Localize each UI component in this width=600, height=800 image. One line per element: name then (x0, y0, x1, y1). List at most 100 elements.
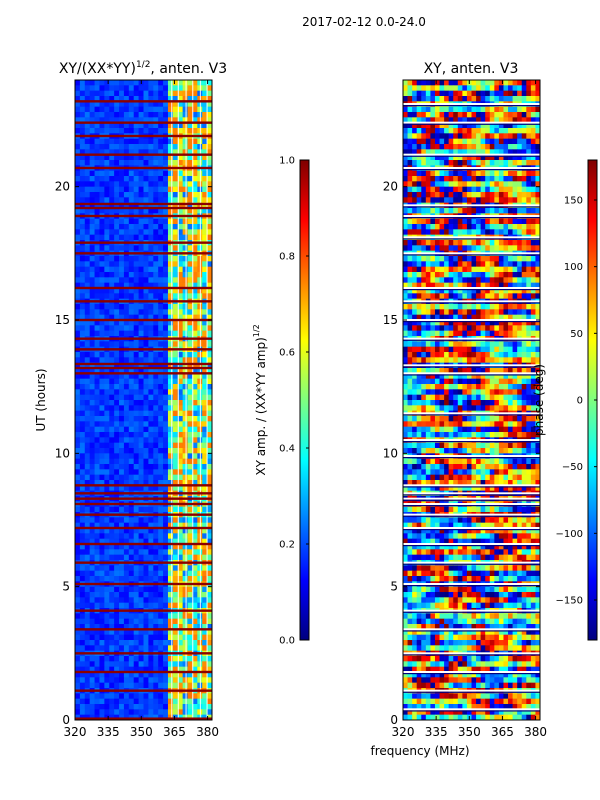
amplitude-heatmap-cell (99, 112, 105, 118)
amplitude-heatmap-cell (148, 645, 154, 651)
amplitude-heatmap-cell (89, 85, 95, 91)
amplitude-heatmap-cell (119, 202, 125, 209)
amplitude-heatmap-cell (138, 85, 144, 91)
phase-heatmap-cell (535, 208, 540, 214)
phase-heatmap-cell (503, 325, 509, 331)
amplitude-heatmap-cell (172, 138, 179, 145)
amplitude-heatmap-cell (75, 352, 81, 358)
amplitude-heatmap-cell (109, 234, 115, 241)
phase-heatmap-cell (471, 288, 477, 294)
amplitude-heatmap-cell (79, 704, 86, 710)
amplitude-heatmap-cell (172, 96, 179, 102)
amplitude-heatmap-cell (192, 261, 198, 267)
amplitude-heatmap-cell (192, 106, 198, 113)
phase-heatmap-cell (494, 186, 500, 193)
amplitude-heatmap-cell (99, 229, 105, 235)
amplitude-heatmap-cell (119, 384, 125, 390)
phase-heatmap-cell (535, 106, 540, 113)
phase-heatmap-cell (485, 160, 491, 166)
amplitude-heatmap-cell (202, 506, 208, 513)
amplitude-heatmap-cell (114, 362, 120, 369)
phase-heatmap-cell (453, 288, 459, 294)
amplitude-heatmap-cell (202, 192, 208, 198)
amplitude-heatmap-cell (109, 554, 115, 561)
amplitude-heatmap-cell (187, 229, 193, 235)
amplitude-heatmap-cell (114, 80, 120, 86)
amplitude-heatmap-cell (94, 304, 100, 310)
phase-heatmap-cell (485, 181, 491, 187)
amplitude-heatmap-cell (192, 570, 198, 577)
amplitude-heatmap-cell (158, 437, 164, 443)
amplitude-heatmap-cell (177, 186, 183, 193)
amplitude-heatmap-cell (153, 384, 159, 390)
phase-heatmap-cell (535, 117, 540, 123)
phase-heatmap-cell (471, 160, 477, 166)
phase-heatmap-cell (403, 138, 408, 145)
amplitude-heatmap-cell (79, 549, 86, 555)
amplitude-heatmap-cell (84, 362, 90, 369)
amplitude-heatmap-cell (133, 586, 139, 593)
amplitude-heatmap-cell (153, 432, 159, 438)
amplitude-heatmap-cell (138, 320, 144, 326)
amplitude-heatmap-cell (89, 288, 95, 294)
amplitude-heatmap-cell (138, 245, 144, 251)
amplitude-heatmap-cell (207, 373, 212, 379)
amplitude-heatmap-cell (109, 154, 115, 161)
amplitude-heatmap-cell (153, 293, 159, 299)
amplitude-heatmap-cell (138, 698, 144, 705)
amplitude-heatmap-cell (207, 586, 212, 593)
amplitude-heatmap-cell (114, 234, 120, 241)
amplitude-heatmap-cell (172, 592, 179, 598)
phase-heatmap-cell (416, 154, 422, 161)
amplitude-heatmap-cell (148, 602, 154, 609)
amplitude-heatmap-cell (187, 304, 193, 310)
phase-heatmap-cell (494, 170, 500, 177)
amplitude-flag-line (75, 670, 212, 674)
amplitude-heatmap-cell (84, 218, 90, 225)
amplitude-heatmap-cell (177, 437, 183, 443)
amplitude-heatmap-cell (133, 288, 139, 294)
amplitude-heatmap-cell (128, 410, 135, 417)
phase-heatmap-cell (430, 96, 436, 102)
amplitude-heatmap-cell (153, 714, 159, 720)
amplitude-heatmap-cell (99, 613, 105, 619)
amplitude-heatmap-cell (172, 549, 179, 555)
phase-heatmap-cell (434, 80, 440, 86)
amplitude-heatmap-cell (148, 426, 154, 433)
amplitude-heatmap-cell (104, 224, 110, 230)
phase-heatmap-cell (430, 112, 436, 118)
amplitude-heatmap-cell (177, 400, 183, 406)
amplitude-heatmap-cell (99, 160, 105, 166)
phase-heatmap-cell (535, 133, 540, 139)
amplitude-heatmap-cell (148, 112, 154, 118)
amplitude-heatmap-cell (153, 160, 159, 166)
amplitude-heatmap-cell (143, 544, 149, 550)
amplitude-heatmap-cell (123, 229, 130, 235)
amplitude-heatmap-cell (148, 138, 154, 145)
amplitude-heatmap-cell (133, 80, 139, 86)
amplitude-heatmap-cell (192, 112, 198, 118)
phase-heatmap-cell (457, 245, 463, 251)
amplitude-heatmap-cell (99, 544, 105, 550)
amplitude-heatmap-cell (89, 677, 95, 683)
phase-heatmap-cell (494, 154, 500, 161)
phase-heatmap-cell (430, 85, 436, 91)
amplitude-heatmap-cell (84, 138, 90, 145)
amplitude-heatmap-cell (104, 533, 110, 539)
amplitude-heatmap-cell (138, 554, 144, 561)
amplitude-heatmap-cell (163, 576, 169, 582)
amplitude-heatmap-cell (79, 192, 86, 198)
amplitude-heatmap-cell (172, 464, 179, 470)
phase-heatmap-cell (462, 330, 468, 337)
amplitude-heatmap-cell (172, 480, 179, 486)
amplitude-heatmap-cell (128, 480, 135, 486)
phase-heatmap-cell (425, 320, 431, 326)
amplitude-heatmap-cell (89, 96, 95, 102)
phase-heatmap-cell (521, 197, 527, 203)
phase-heatmap-cell (526, 133, 532, 139)
phase-heatmap-cell (521, 293, 527, 299)
amplitude-heatmap-cell (207, 549, 212, 555)
amplitude-heatmap-cell (158, 234, 164, 241)
amplitude-heatmap-cell (109, 442, 115, 449)
amplitude-flag-line (75, 202, 212, 206)
